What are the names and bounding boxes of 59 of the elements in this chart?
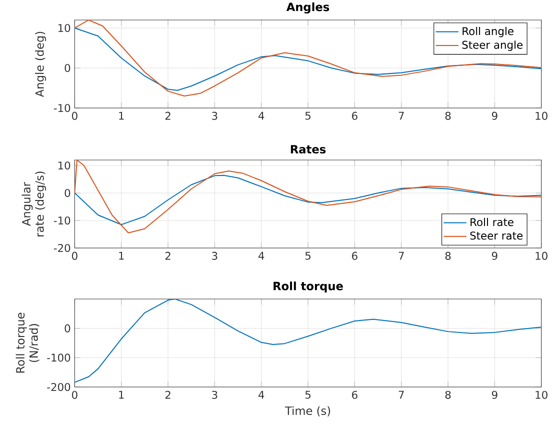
y-axis-title: Angular rate (deg/s)	[22, 172, 46, 236]
x-tick-label: 4	[258, 390, 264, 399]
x-tick-label: 2	[165, 252, 170, 260]
y-tick-label: -100	[47, 354, 70, 362]
x-tick-label: 1	[119, 112, 124, 120]
x-axis-title: Time (s)	[284, 406, 330, 416]
x-tick-label: 5	[305, 390, 310, 399]
line-series	[74, 27, 542, 91]
y-tick-label: 0	[64, 64, 70, 72]
x-tick-label: 10	[536, 390, 548, 399]
y-tick-label: -200	[47, 382, 70, 392]
x-tick-label: 10	[536, 112, 548, 120]
x-tick-label: 5	[305, 252, 310, 260]
x-tick-label: 2	[165, 390, 170, 399]
x-tick-label: 4	[258, 112, 264, 120]
y-tick-label: -10	[54, 104, 70, 112]
line-series	[74, 174, 542, 226]
x-tick-label: 10	[536, 252, 548, 260]
x-tick-label: 7	[398, 390, 404, 399]
line-series	[74, 160, 542, 234]
y-tick-label: 0	[64, 324, 70, 332]
y-tick-label: 0	[64, 188, 70, 198]
x-tick-label: 5	[305, 112, 310, 120]
x-tick-label: 6	[352, 112, 358, 120]
x-tick-label: 2	[165, 112, 170, 120]
legend-label: Steer angle	[462, 40, 523, 51]
x-tick-label: 3	[212, 390, 218, 399]
x-tick-label: 3	[212, 112, 218, 120]
chart-title: Roll torque	[274, 282, 343, 293]
x-tick-label: 0	[72, 390, 78, 399]
x-tick-label: 9	[492, 112, 498, 120]
y-tick-label: 10	[58, 24, 70, 32]
x-tick-label: 1	[119, 252, 124, 260]
y-axis-title: Angle (deg)	[35, 32, 46, 98]
x-tick-label: 6	[352, 252, 358, 260]
x-tick-label: 0	[72, 252, 78, 260]
x-tick-label: 3	[212, 252, 218, 260]
legend-label: Steer rate	[470, 232, 522, 240]
chart-title: Angles	[286, 2, 330, 14]
x-tick-label: 6	[352, 390, 358, 399]
x-tick-label: 7	[398, 252, 404, 260]
line-series	[74, 20, 542, 96]
legend-label: Roll rate	[470, 218, 514, 226]
y-tick-label: -10	[54, 216, 70, 225]
legend-label: Roll angle	[462, 26, 514, 38]
chart-title: Rates	[290, 145, 326, 154]
y-tick-label: -20	[54, 244, 70, 252]
y-axis-title: Roll torque (N/rad)	[16, 312, 40, 373]
x-tick-label: 8	[445, 390, 451, 399]
x-tick-label: 9	[492, 252, 498, 260]
line-series	[74, 298, 542, 383]
x-tick-label: 0	[72, 112, 78, 120]
x-tick-label: 8	[445, 252, 451, 260]
x-tick-label: 1	[119, 390, 124, 399]
x-tick-label: 4	[258, 252, 264, 260]
x-tick-label: 9	[492, 390, 498, 399]
y-tick-label: 10	[58, 161, 70, 170]
x-tick-label: 7	[398, 112, 404, 120]
x-tick-label: 8	[445, 112, 451, 120]
